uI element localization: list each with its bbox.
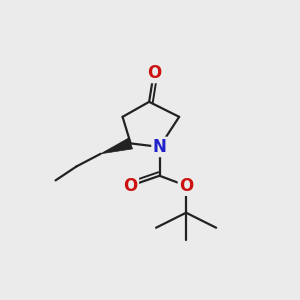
Text: O: O — [147, 64, 161, 82]
Text: N: N — [153, 138, 166, 156]
Polygon shape — [100, 138, 133, 154]
Text: O: O — [124, 177, 138, 195]
Text: O: O — [179, 177, 193, 195]
